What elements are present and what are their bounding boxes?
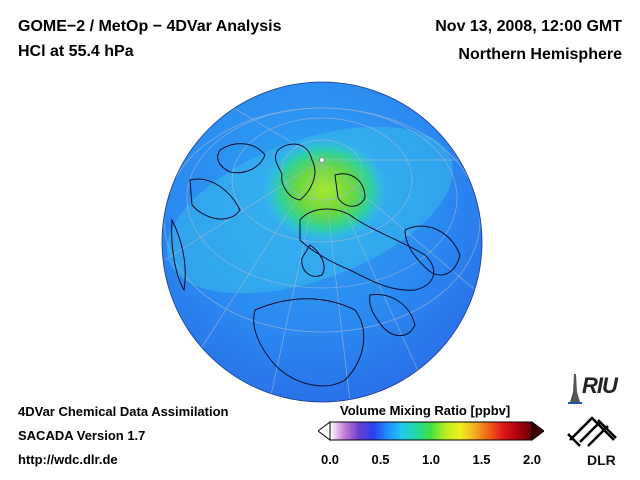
colorbar-over-arrow <box>531 421 544 441</box>
footer-line-1: 4DVar Chemical Data Assimilation <box>18 404 229 419</box>
globe-map <box>161 81 483 403</box>
colorbar-body <box>329 421 533 441</box>
footer-url: http://wdc.dlr.de <box>18 452 118 467</box>
map-title: GOME−2 / MetOp − 4DVar Analysis <box>18 18 282 35</box>
colorbar <box>318 421 544 441</box>
colorbar-title: Volume Mixing Ratio [ppbv] <box>340 403 511 418</box>
colorbar-tick-label: 1.0 <box>421 452 441 467</box>
riu-logo-text: RIU <box>582 373 618 398</box>
colorbar-under-arrow <box>318 421 331 441</box>
map-subtitle: HCl at 55.4 hPa <box>18 43 134 60</box>
colorbar-tick-label: 1.5 <box>472 452 491 467</box>
dlr-logo-icon <box>567 416 617 447</box>
colorbar-tick-label: 2.0 <box>522 452 542 467</box>
colorbar-tick-label: 0.0 <box>320 452 340 467</box>
datetime-label: Nov 13, 2008, 12:00 GMT <box>435 18 622 35</box>
colorbar-tick-label: 0.5 <box>371 452 390 467</box>
riu-logo-icon <box>568 374 582 404</box>
footer-line-2: SACADA Version 1.7 <box>18 428 146 443</box>
coastlines <box>171 143 461 387</box>
hcl-high-region <box>263 138 387 242</box>
north-pole-marker <box>319 157 325 163</box>
region-label: Northern Hemisphere <box>458 46 622 63</box>
dlr-logo-text: DLR <box>587 452 616 468</box>
graticule <box>163 99 481 402</box>
